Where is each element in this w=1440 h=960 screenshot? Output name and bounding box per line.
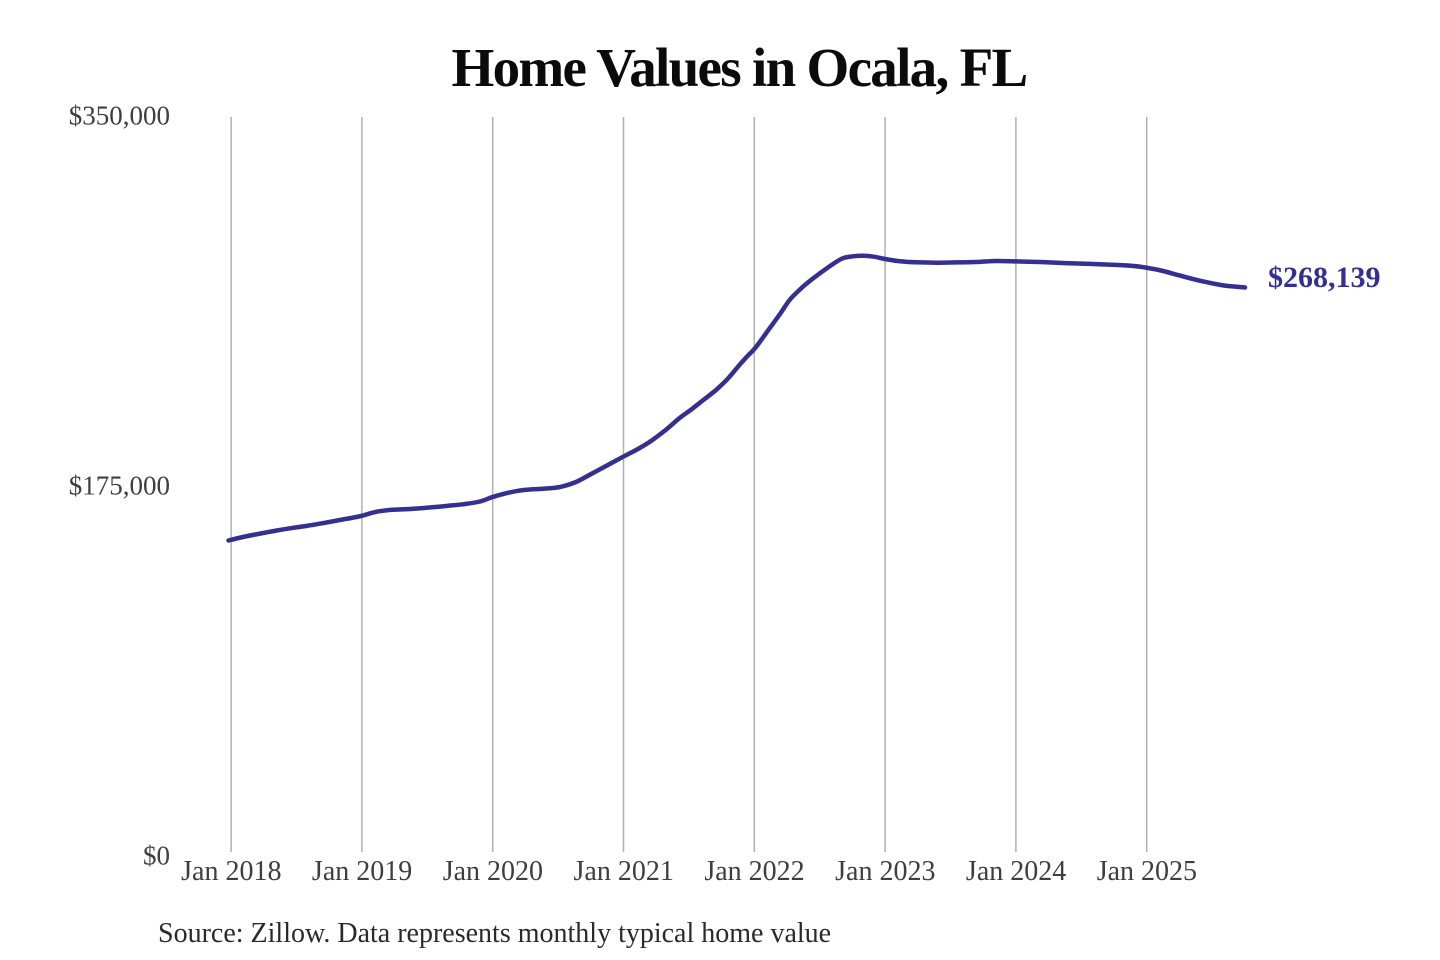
svg-text:Jan 2019: Jan 2019 bbox=[312, 856, 412, 887]
svg-text:Jan 2018: Jan 2018 bbox=[181, 856, 281, 887]
svg-text:Jan 2024: Jan 2024 bbox=[966, 856, 1066, 887]
svg-text:Jan 2025: Jan 2025 bbox=[1097, 856, 1197, 887]
svg-text:Home Values in Ocala, FL: Home Values in Ocala, FL bbox=[452, 37, 1027, 98]
svg-text:Jan 2020: Jan 2020 bbox=[443, 856, 543, 887]
svg-text:$268,139: $268,139 bbox=[1268, 261, 1381, 294]
svg-text:Jan 2021: Jan 2021 bbox=[574, 856, 674, 887]
svg-text:Source: Zillow. Data represent: Source: Zillow. Data represents monthly … bbox=[158, 918, 831, 949]
svg-text:Jan 2022: Jan 2022 bbox=[704, 856, 804, 887]
svg-text:$350,000: $350,000 bbox=[69, 101, 170, 131]
svg-text:$175,000: $175,000 bbox=[69, 470, 170, 500]
svg-text:$0: $0 bbox=[143, 840, 170, 870]
svg-text:Jan 2023: Jan 2023 bbox=[835, 856, 935, 887]
